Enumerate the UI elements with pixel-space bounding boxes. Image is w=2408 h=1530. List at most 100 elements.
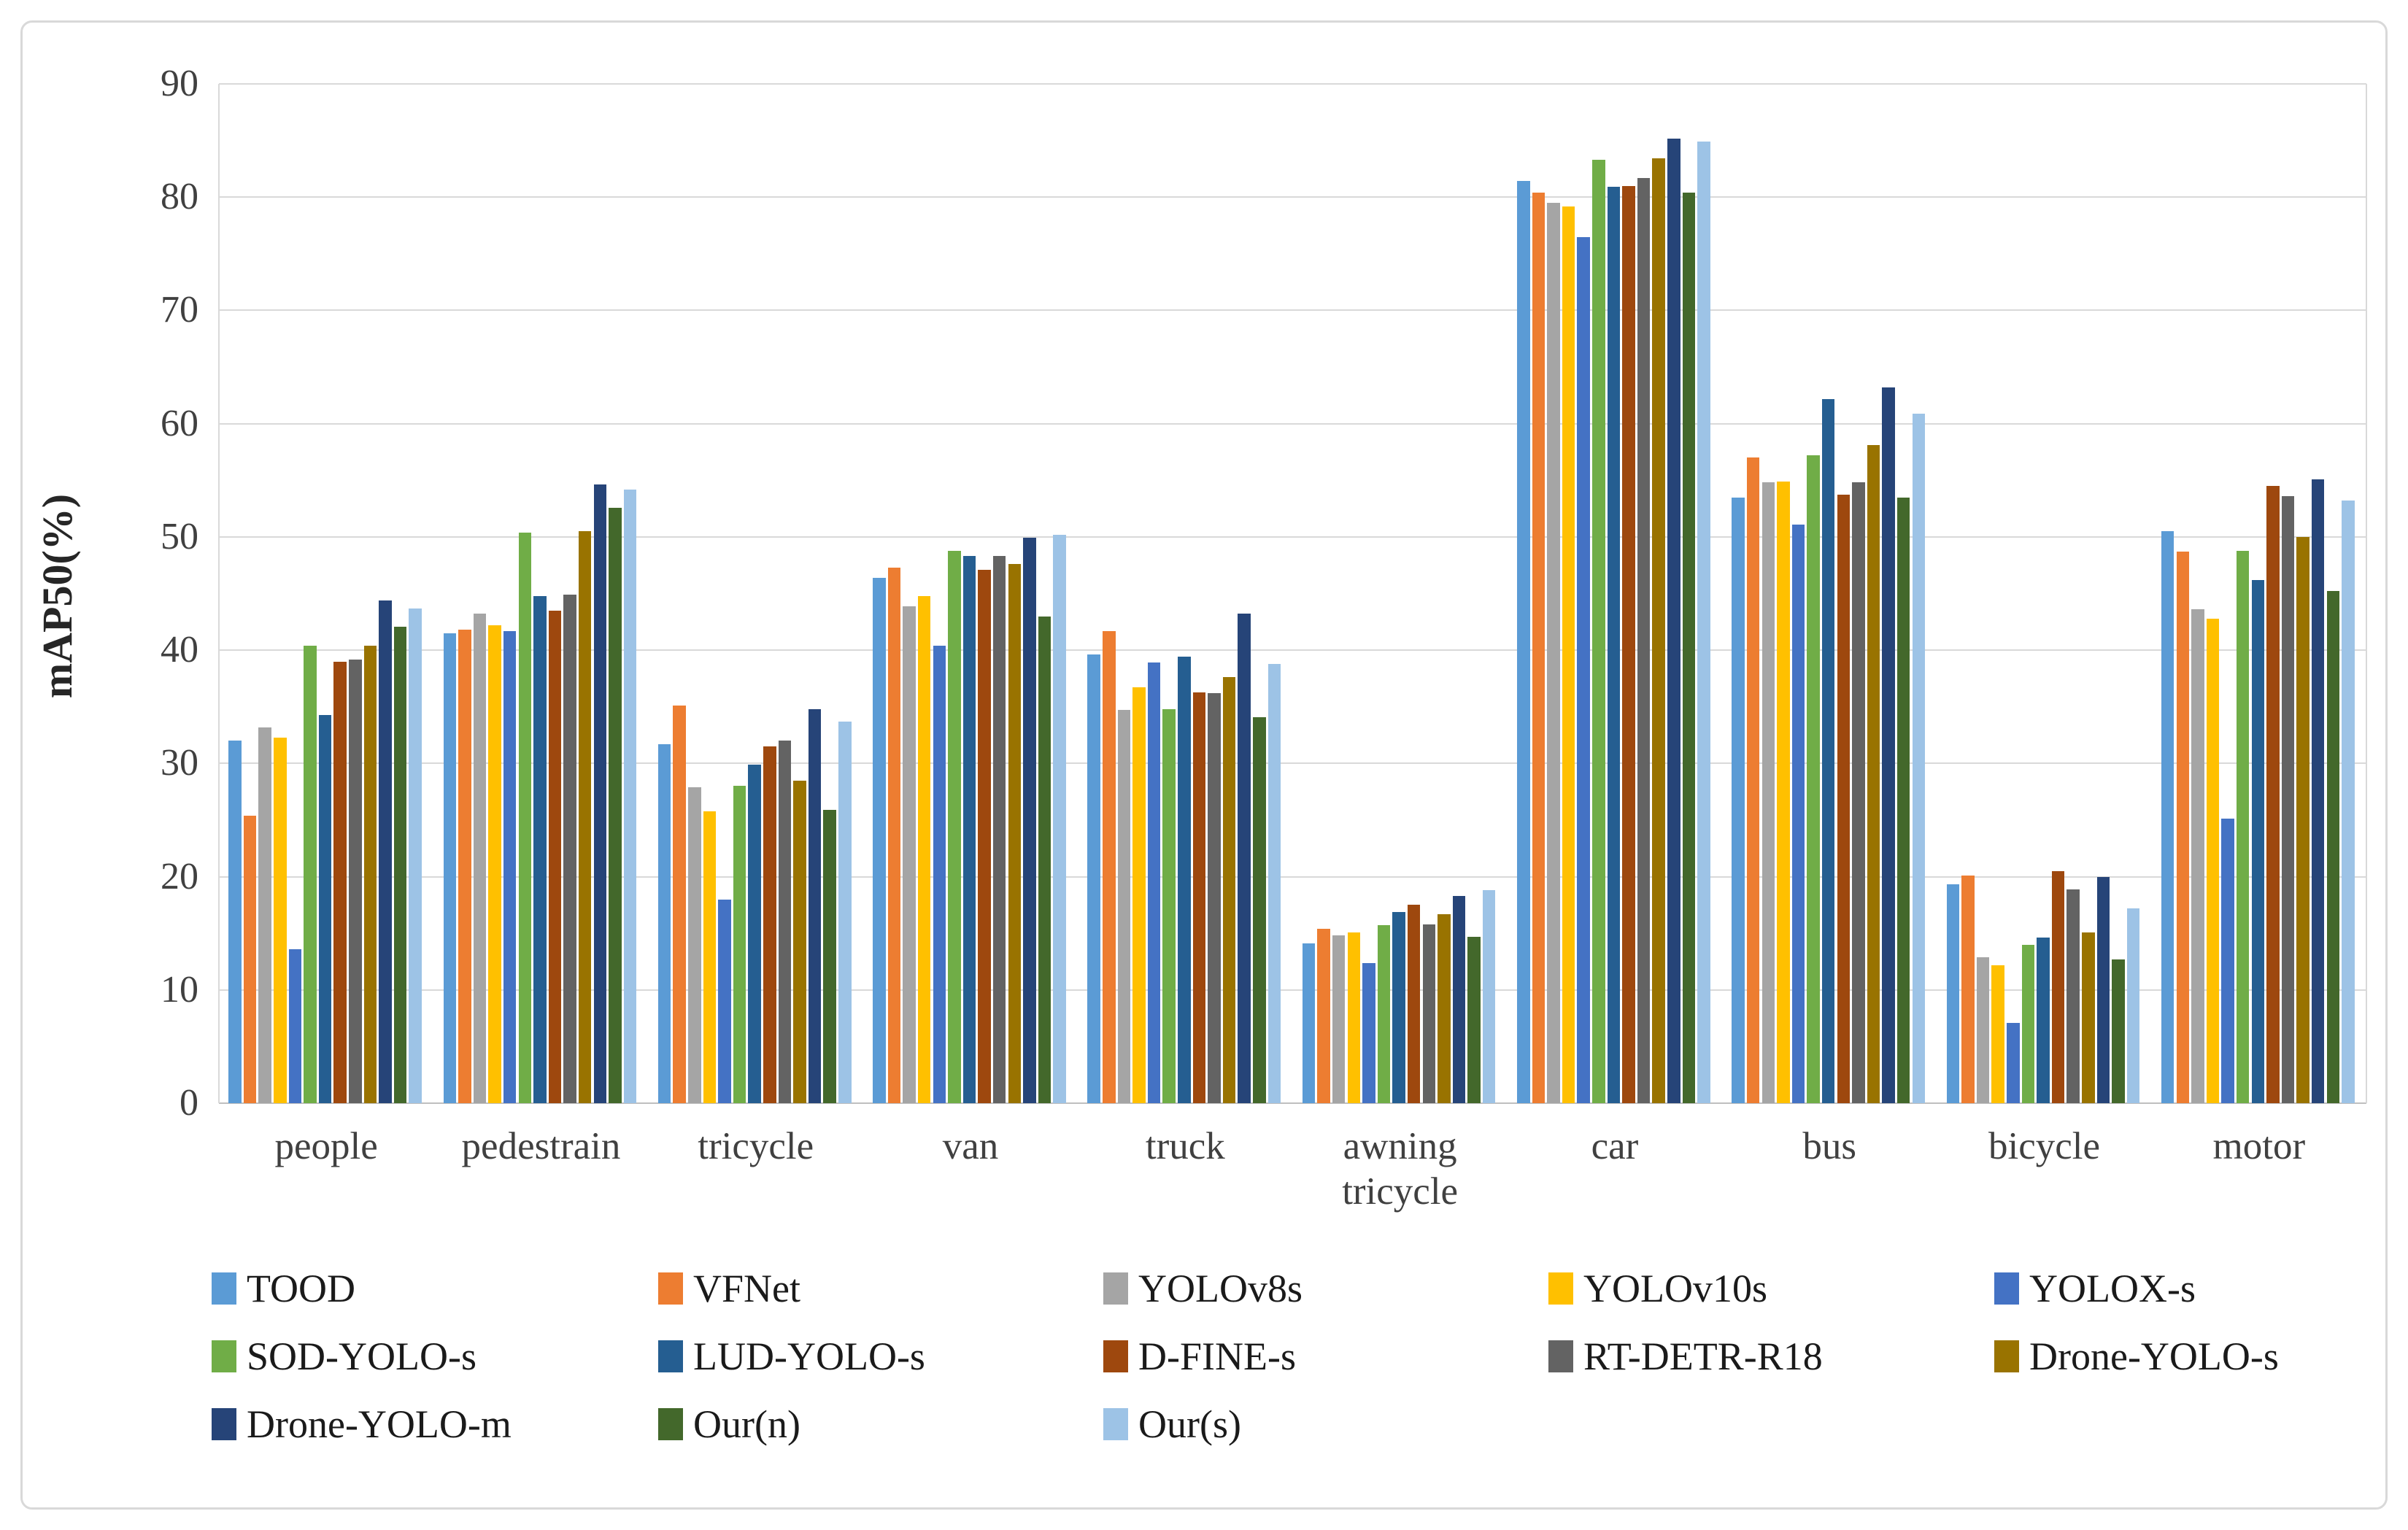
bar [1777,481,1790,1103]
bar [1837,495,1851,1103]
x-category-label: bus [1802,1125,1857,1167]
bar [1208,693,1221,1103]
legend-swatch-icon [212,1340,236,1372]
bar [1267,663,1281,1103]
y-tick-label: 10 [161,968,198,1011]
bar [673,706,686,1103]
bar [2067,889,2080,1103]
bar [1622,185,1635,1103]
bar [1038,616,1051,1103]
legend-label: YOLOX-s [2029,1267,2196,1310]
bar [1253,716,1266,1103]
legend-label: YOLOv10s [1583,1267,1767,1310]
bar [763,746,776,1103]
x-category-label: bicycle [1988,1125,2101,1167]
bar [1147,662,1161,1103]
legend-label: Our(s) [1138,1402,1241,1446]
bar [228,741,242,1103]
bar [503,630,517,1103]
bar [1852,482,1865,1103]
x-category-label: people [274,1125,378,1167]
bar [1746,457,1760,1103]
bar [393,626,407,1103]
bar [657,743,671,1103]
gridline [219,762,2366,765]
legend-swatch-icon [212,1408,236,1440]
gridline [219,989,2366,991]
bar [1087,654,1100,1103]
bar [933,645,946,1103]
bar [1991,965,2004,1103]
bar [2051,870,2065,1103]
gridline [219,422,2366,425]
legend-label: VFNet [693,1267,800,1310]
legend-swatch-icon [1103,1408,1128,1440]
bar [1821,398,1835,1103]
y-tick-label: 50 [161,515,198,557]
x-category-label: car [1591,1125,1639,1167]
bar [1667,138,1680,1103]
bar [1302,943,1316,1103]
bar [718,899,731,1103]
bar [873,577,886,1103]
bar [2236,550,2250,1103]
bar [1238,614,1251,1103]
bar [2251,579,2265,1103]
bar [1607,187,1621,1103]
bar [1547,202,1560,1103]
bar [2021,944,2035,1103]
bar [533,595,547,1103]
legend-swatch-icon [1994,1272,2019,1305]
bar [2126,908,2140,1103]
bar [1392,911,1405,1103]
bar [2206,618,2220,1103]
bar [1053,534,1066,1103]
bar [1882,387,1895,1103]
legend-label: TOOD [247,1267,356,1310]
y-tick-label: 80 [161,176,198,218]
bar [1192,692,1206,1103]
gridline [219,83,2366,85]
gridline [219,196,2366,198]
bar [1577,236,1590,1103]
bar [1132,687,1146,1103]
bar [443,633,457,1103]
bar [304,645,317,1103]
bar [1761,482,1775,1103]
legend-swatch-icon [1548,1340,1573,1372]
y-axis-line [218,84,220,1103]
bar [2342,501,2355,1103]
bar [1976,957,1990,1103]
bar [1178,657,1191,1103]
bar [2037,938,2050,1103]
plot-right-border [2366,84,2367,1103]
bar [578,531,592,1103]
bar [808,708,822,1103]
bar [887,567,901,1103]
bar [1332,935,1346,1103]
bar [1467,936,1481,1103]
bar [1912,413,1926,1103]
bar [1008,564,1022,1103]
legend-label: LUD-YOLO-s [693,1334,925,1378]
bar [1652,158,1665,1103]
gridline [219,649,2366,652]
x-category-label: pedestrain [461,1125,621,1167]
legend-label: Our(n) [693,1402,800,1446]
legend-swatch-icon [658,1340,683,1372]
x-category-label: truck [1145,1125,1225,1167]
bar [1791,524,1805,1103]
bar [518,532,532,1103]
bar [2296,536,2309,1103]
bar [948,550,961,1103]
y-tick-label: 60 [161,402,198,444]
bar [1317,928,1330,1103]
bar [1438,913,1451,1103]
bar [243,815,257,1103]
y-tick-label: 90 [161,63,198,104]
bar [2191,609,2204,1103]
legend-swatch-icon [1103,1272,1128,1305]
bar [1362,962,1375,1103]
bar [793,780,806,1103]
